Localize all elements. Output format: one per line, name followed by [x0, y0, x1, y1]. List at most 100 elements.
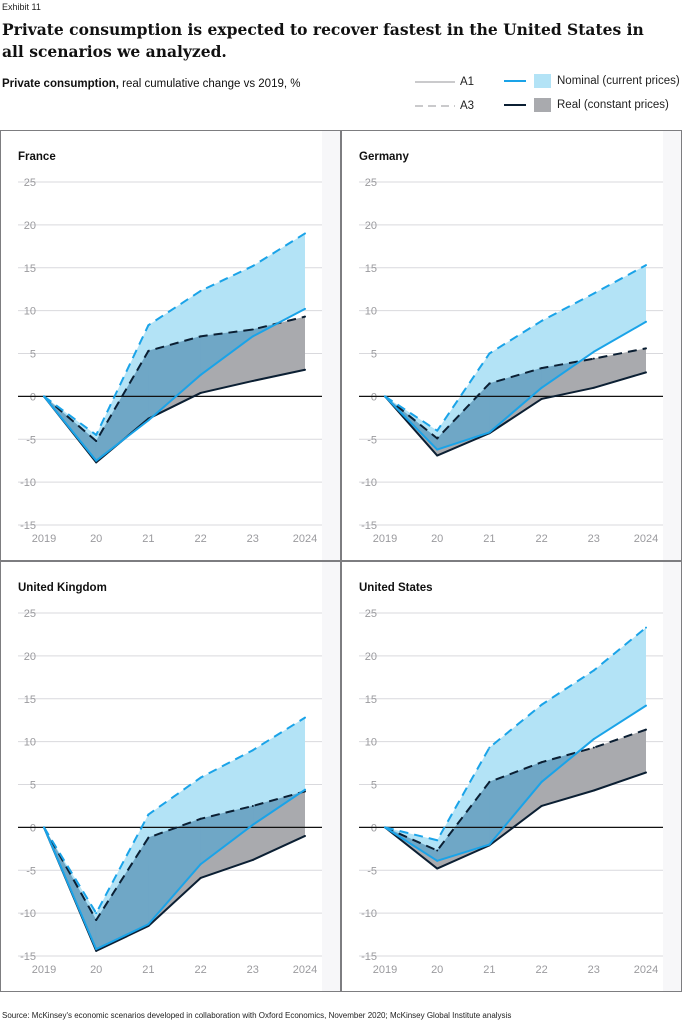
y-tick-label: 10 [24, 306, 36, 318]
panel-right-band [663, 562, 681, 991]
data-point-nominal-a1 [95, 459, 98, 462]
legend-nominal-label: Nominal (current prices) [557, 75, 680, 87]
data-point-nominal-a3 [147, 813, 150, 816]
data-point-nominal-a1 [540, 780, 543, 783]
y-tick-label: 5 [30, 780, 36, 792]
legend-a3-label: A3 [460, 100, 475, 112]
data-point-nominal-a3 [95, 912, 98, 915]
data-point-real-a3 [592, 746, 595, 749]
series-line-nominal-a1 [43, 308, 306, 462]
data-point-nominal-a3 [147, 324, 150, 327]
legend-a1-label: A1 [460, 76, 475, 88]
y-tick-label: -15 [361, 951, 377, 963]
data-point-nominal-a1 [436, 448, 439, 451]
x-tick-label: 2024 [293, 964, 317, 976]
data-point-real-a3 [147, 349, 150, 352]
headline: Private consumption is expected to recov… [2, 20, 644, 61]
y-tick-label: 20 [365, 220, 377, 232]
y-tick-label: -10 [361, 477, 377, 489]
series-line-nominal-a3 [43, 232, 306, 436]
data-point-nominal-a3 [251, 749, 254, 752]
y-tick-label: -5 [26, 865, 36, 877]
y-tick-label: -10 [20, 477, 36, 489]
legend-a3: A3 [415, 100, 474, 112]
x-tick-label: 20 [431, 964, 443, 976]
x-tick-label: 2024 [634, 964, 658, 976]
y-tick-label: 0 [30, 822, 36, 834]
y-tick-label: 5 [30, 349, 36, 361]
data-point-nominal-a1 [645, 320, 647, 323]
data-point-real-a3 [540, 761, 543, 764]
data-point-real-a1 [251, 379, 254, 382]
x-tick-label: 23 [247, 533, 259, 545]
panel-title: Germany [359, 151, 409, 163]
y-tick-label: 10 [365, 306, 377, 318]
series-line-real-a3 [43, 315, 306, 442]
legend-real-label: Real (constant prices) [557, 99, 669, 111]
series-line-nominal-a1 [384, 320, 647, 451]
exhibit-label: Exhibit 11 [2, 2, 41, 12]
data-point-nominal-a1 [592, 350, 595, 353]
data-point-nominal-a3 [43, 826, 45, 829]
panel-title: United States [359, 582, 433, 594]
data-point-real-a3 [488, 780, 491, 783]
data-point-real-a1 [251, 858, 254, 861]
legend-real: Real (constant prices) [504, 98, 669, 112]
data-point-nominal-a3 [95, 433, 98, 436]
y-tick-label: -5 [26, 434, 36, 446]
y-tick-label: 5 [371, 780, 377, 792]
data-point-nominal-a3 [384, 826, 386, 829]
data-point-nominal-a1 [592, 738, 595, 741]
y-tick-label: 20 [24, 220, 36, 232]
data-point-nominal-a3 [488, 746, 491, 749]
data-point-nominal-a1 [540, 386, 543, 389]
panel-right-band [322, 131, 340, 560]
data-point-real-a1 [95, 461, 98, 464]
series-line-nominal-a1 [43, 788, 306, 951]
data-point-real-a1 [540, 397, 543, 400]
y-tick-label: -5 [367, 434, 377, 446]
x-tick-label: 2024 [634, 533, 658, 545]
y-tick-label: 10 [365, 737, 377, 749]
data-point-nominal-a3 [645, 626, 647, 629]
solid-line-icon [415, 81, 455, 83]
data-point-nominal-a1 [645, 704, 647, 707]
data-point-nominal-a1 [95, 948, 98, 951]
data-point-real-a1 [645, 771, 647, 774]
data-point-nominal-a1 [251, 335, 254, 338]
panel-right-band [663, 131, 681, 560]
data-point-nominal-a3 [540, 319, 543, 322]
data-point-nominal-a1 [304, 307, 306, 310]
chart-grid: France 25 20 15 10 5 0 -5 -10 -15 2019 20 21 22 23 2024… [0, 130, 683, 992]
y-tick-label: -15 [361, 520, 377, 532]
data-point-nominal-a3 [384, 395, 386, 398]
x-tick-label: 22 [535, 533, 547, 545]
y-tick-label: 20 [24, 651, 36, 663]
data-point-nominal-a1 [304, 788, 306, 791]
x-tick-label: 20 [90, 533, 102, 545]
x-tick-label: 23 [247, 964, 259, 976]
data-point-real-a3 [251, 804, 254, 807]
y-tick-label: 15 [24, 694, 36, 706]
real-swatch-icon [504, 98, 551, 112]
x-tick-label: 2019 [32, 533, 56, 545]
data-point-nominal-a3 [251, 265, 254, 268]
data-point-nominal-a3 [645, 264, 647, 267]
data-point-real-a3 [147, 836, 150, 839]
nominal-band [385, 627, 646, 861]
data-point-real-a3 [199, 817, 202, 820]
panel-title: France [18, 151, 56, 163]
x-tick-label: 23 [588, 533, 600, 545]
y-tick-label: 20 [365, 651, 377, 663]
y-tick-label: 0 [371, 822, 377, 834]
y-tick-label: -10 [20, 908, 36, 920]
data-point-real-a3 [592, 357, 595, 360]
data-point-real-a3 [645, 728, 647, 731]
y-tick-label: -15 [20, 520, 36, 532]
y-tick-label: 25 [365, 608, 377, 620]
data-point-real-a1 [304, 368, 306, 371]
data-point-real-a3 [304, 315, 306, 318]
data-point-nominal-a3 [304, 232, 306, 235]
